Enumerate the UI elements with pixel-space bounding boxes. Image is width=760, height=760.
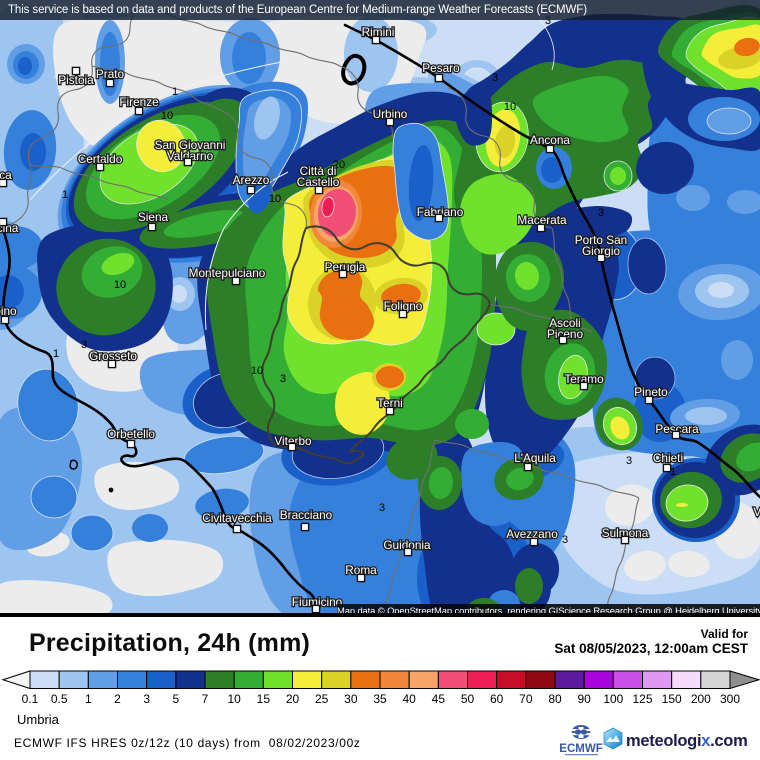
svg-text:Porto San: Porto San [575,233,627,247]
svg-text:3: 3 [626,455,632,467]
svg-text:Prato: Prato [96,67,125,81]
svg-text:Civitavecchia: Civitavecchia [202,511,272,525]
svg-text:3: 3 [562,534,568,546]
svg-text:20: 20 [333,159,345,171]
svg-text:3: 3 [81,339,87,351]
svg-text:Ancona: Ancona [530,133,570,147]
svg-text:Guidonia: Guidonia [383,538,431,552]
svg-text:10: 10 [251,365,263,377]
svg-text:Roma: Roma [345,563,377,577]
svg-text:Viterbo: Viterbo [274,434,312,448]
svg-text:Avezzano: Avezzano [506,527,558,541]
svg-text:Perugia: Perugia [325,260,366,274]
svg-text:San Giovanni: San Giovanni [155,138,226,152]
svg-text:Pineto: Pineto [634,385,668,399]
svg-text:Foligno: Foligno [384,299,423,313]
svg-text:Certaldo: Certaldo [78,152,123,166]
svg-text:Ascoli: Ascoli [549,316,580,330]
svg-text:3: 3 [545,15,551,27]
svg-text:10: 10 [504,101,516,113]
svg-text:10: 10 [161,110,173,122]
svg-text:Giorgio: Giorgio [582,244,620,258]
svg-text:L'Aquila: L'Aquila [514,451,556,465]
svg-text:Orbetello: Orbetello [107,427,155,441]
svg-text:Sulmona: Sulmona [602,526,649,540]
svg-text:Teramo: Teramo [564,372,604,386]
svg-text:Valdarno: Valdarno [167,149,214,163]
svg-text:Macerata: Macerata [517,213,567,227]
svg-text:Castello: Castello [297,175,340,189]
svg-text:Pesaro: Pesaro [422,61,460,75]
svg-text:10: 10 [114,279,126,291]
svg-text:Fiumicino: Fiumicino [292,595,343,609]
svg-text:Terni: Terni [377,396,403,410]
svg-text:Pescara: Pescara [655,422,699,436]
svg-text:10: 10 [269,193,281,205]
svg-text:1: 1 [62,189,68,201]
svg-text:Urbino: Urbino [373,107,408,121]
svg-text:Siena: Siena [138,210,169,224]
svg-text:Grosseto: Grosseto [89,349,137,363]
svg-text:Piombino: Piombino [0,304,17,318]
svg-text:3: 3 [379,502,385,514]
svg-text:Chieti: Chieti [653,451,683,465]
svg-text:Piceno: Piceno [547,327,584,341]
svg-text:3: 3 [598,207,604,219]
svg-text:Arezzo: Arezzo [233,173,270,187]
svg-text:1: 1 [670,466,676,478]
svg-text:Rimini: Rimini [362,25,395,39]
svg-text:Fabriano: Fabriano [417,205,464,219]
svg-text:Città di: Città di [300,164,337,178]
svg-text:Montepulciano: Montepulciano [189,266,266,280]
svg-text:1: 1 [172,86,178,98]
svg-text:Bracciano: Bracciano [280,508,333,522]
svg-text:Pistoia: Pistoia [58,73,94,87]
svg-text:3: 3 [492,72,498,84]
svg-text:Firenze: Firenze [119,95,159,109]
svg-text:Vasto: Vasto [753,505,760,519]
svg-text:1: 1 [53,348,59,360]
svg-text:3: 3 [280,373,286,385]
